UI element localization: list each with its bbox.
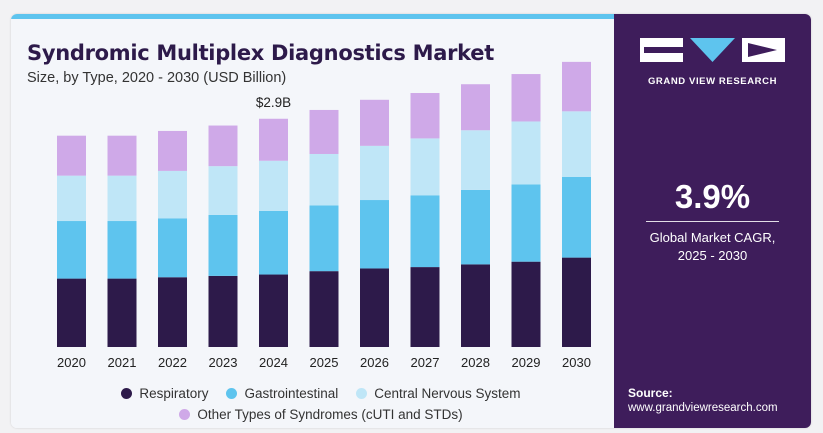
- bar-segment-2029-series-2: [511, 184, 541, 262]
- bar-segment-2027-series-4: [410, 93, 440, 139]
- chart-card: Syndromic Multiplex Diagnostics Market S…: [11, 14, 811, 428]
- bar-segment-2024-series-4: [259, 118, 288, 161]
- legend-item: Central Nervous System: [356, 383, 521, 404]
- legend-swatch: [356, 388, 368, 399]
- legend-label: Central Nervous System: [374, 386, 521, 401]
- bar-segment-2026-series-1: [360, 268, 389, 347]
- bar-segment-2023-series-2: [208, 214, 238, 276]
- chart-subtitle: Size, by Type, 2020 - 2030 (USD Billion): [27, 70, 287, 86]
- bar-segment-2020-series-3: [57, 175, 86, 222]
- bar-segment-2030-series-2: [562, 177, 591, 258]
- x-tick-label: 2023: [209, 355, 238, 370]
- bar-segment-2021-series-2: [107, 221, 137, 279]
- legend-swatch: [226, 388, 238, 399]
- bar-segment-2020-series-4: [57, 135, 86, 176]
- bar-chart: 2020 2021 2022 2023 2024 $2.9B 2025 2026 2027 202…: [57, 61, 591, 370]
- legend-item: Gastrointestinal: [226, 383, 338, 404]
- x-tick-label: 2026: [360, 355, 389, 370]
- bar-segment-2020-series-2: [57, 221, 86, 279]
- chart-title: Syndromic Multiplex Diagnostics Market: [27, 41, 494, 65]
- legend-swatch: [121, 388, 133, 399]
- cagr-label-line2: 2025 - 2030: [677, 248, 748, 263]
- legend-item: Respiratory: [121, 383, 208, 404]
- bar-segment-2025-series-1: [309, 271, 339, 347]
- bar-segment-2030-series-4: [562, 61, 591, 112]
- bar-segment-2025-series-2: [309, 205, 339, 272]
- x-tick-label: 2020: [57, 355, 86, 370]
- legend-label: Other Types of Syndromes (cUTI and STDs): [197, 407, 463, 422]
- bar-segment-2021-series-3: [107, 175, 137, 222]
- bar-segment-2027-series-2: [410, 195, 440, 268]
- x-tick-label: 2030: [562, 355, 591, 370]
- bar-segment-2029-series-4: [511, 74, 541, 122]
- bar-segment-2021-series-1: [107, 278, 137, 347]
- source-label: Source:: [628, 386, 673, 400]
- bar-segment-2028-series-3: [461, 130, 490, 190]
- cagr-label-line1: Global Market CAGR,: [649, 230, 776, 245]
- bar-segment-2023-series-3: [208, 166, 238, 215]
- bar-total-label: $2.9B: [256, 95, 291, 110]
- bar-segment-2023-series-4: [208, 125, 238, 167]
- bar-segment-2027-series-3: [410, 138, 440, 196]
- brand-name: GRAND VIEW RESEARCH: [647, 76, 778, 87]
- x-tick-label: 2022: [158, 355, 187, 370]
- bar-segment-2029-series-3: [511, 121, 541, 185]
- bar-segment-2025-series-4: [309, 109, 339, 154]
- bar-segment-2026-series-4: [360, 99, 389, 146]
- accent-strip: [11, 14, 614, 19]
- divider: [646, 221, 779, 222]
- bar-segment-2022-series-3: [158, 170, 187, 219]
- x-tick-label: 2025: [310, 355, 339, 370]
- cagr-value: 3.9%: [674, 178, 751, 215]
- cagr-label: Global Market CAGR, 2025 - 2030: [614, 229, 811, 265]
- x-tick-label: 2021: [108, 355, 137, 370]
- bar-segment-2026-series-3: [360, 145, 389, 201]
- x-tick-label: 2027: [411, 355, 440, 370]
- bar-segment-2025-series-3: [309, 153, 339, 206]
- info-panel: GRAND VIEW RESEARCH 3.9% Global Market C…: [614, 14, 811, 428]
- bar-segment-2022-series-4: [158, 130, 187, 171]
- bar-segment-2030-series-1: [562, 257, 591, 347]
- bar-segment-2028-series-4: [461, 84, 490, 131]
- bar-segment-2028-series-1: [461, 264, 490, 347]
- x-tick-label: 2024: [259, 355, 288, 370]
- bar-segment-2028-series-2: [461, 189, 490, 265]
- chart-panel: Syndromic Multiplex Diagnostics Market S…: [11, 19, 614, 428]
- legend-label: Respiratory: [139, 386, 209, 401]
- bar-segment-2027-series-1: [410, 267, 440, 347]
- legend-swatch: [179, 409, 191, 420]
- bar-segment-2020-series-1: [57, 278, 86, 347]
- bar-segment-2029-series-1: [511, 261, 541, 347]
- bar-segment-2023-series-1: [208, 275, 238, 347]
- bar-segment-2022-series-2: [158, 218, 187, 278]
- gvr-logo-icon: [640, 38, 785, 62]
- bar-segment-2021-series-4: [107, 135, 137, 176]
- x-tick-label: 2028: [461, 355, 490, 370]
- bar-segment-2022-series-1: [158, 277, 187, 347]
- bar-segment-2024-series-3: [259, 160, 288, 211]
- chart-legend: Respiratory Gastrointestinal Central Nervo…: [41, 383, 601, 425]
- bar-segment-2024-series-2: [259, 210, 288, 275]
- source-link[interactable]: www.grandviewresearch.com: [628, 402, 778, 414]
- bar-segment-2026-series-2: [360, 200, 389, 269]
- x-tick-label: 2029: [512, 355, 541, 370]
- legend-item: Other Types of Syndromes (cUTI and STDs): [179, 404, 463, 425]
- legend-label: Gastrointestinal: [244, 386, 339, 401]
- bar-segment-2030-series-3: [562, 111, 591, 178]
- bar-segment-2024-series-1: [259, 274, 288, 347]
